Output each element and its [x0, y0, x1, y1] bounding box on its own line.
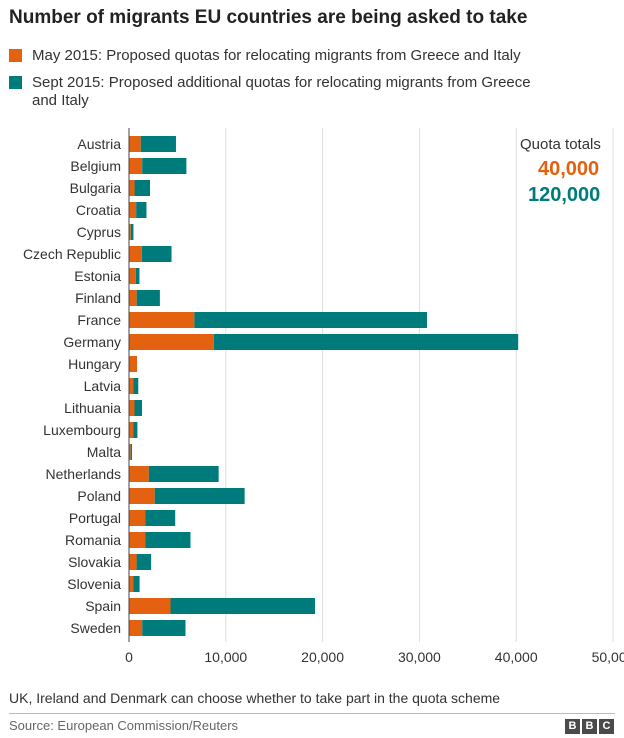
bar-sept-2015	[142, 620, 186, 636]
bar-sept-2015	[133, 576, 140, 592]
quota-total-may: 40,000	[538, 158, 600, 180]
bar-may-2015	[129, 224, 131, 240]
bar-sept-2015	[133, 422, 138, 438]
chart-title: Number of migrants EU countries are bein…	[9, 7, 528, 28]
bar-sept-2015	[134, 180, 151, 196]
bar-may-2015	[129, 576, 134, 592]
bar-may-2015	[129, 202, 137, 218]
category-label: Portugal	[69, 510, 121, 526]
bar-may-2015	[129, 158, 143, 174]
bar-sept-2015	[140, 136, 176, 152]
bar-sept-2015	[170, 598, 316, 614]
bar-sept-2015	[213, 334, 519, 350]
bar-sept-2015	[134, 400, 143, 416]
category-label: Finland	[75, 290, 121, 306]
bar-may-2015	[129, 488, 155, 504]
x-tick-label: 40,000	[495, 649, 538, 665]
x-tick-label: 10,000	[204, 649, 247, 665]
x-tick-label: 0	[125, 649, 133, 665]
bar-sept-2015	[142, 158, 187, 174]
category-label: Poland	[77, 488, 121, 504]
bbc-logo-letter: B	[565, 719, 580, 734]
quota-total-sept: 120,000	[528, 184, 601, 206]
bar-may-2015	[129, 554, 137, 570]
bar-may-2015	[129, 620, 143, 636]
x-tick-label: 50,000	[592, 649, 624, 665]
bar-may-2015	[129, 290, 137, 306]
category-label: Czech Republic	[23, 246, 121, 262]
bar-may-2015	[129, 180, 135, 196]
category-label: Slovakia	[68, 554, 121, 570]
category-label: France	[77, 312, 121, 328]
category-label: Spain	[85, 598, 121, 614]
category-label: Hungary	[68, 356, 121, 372]
legend-item-sept: Sept 2015: Proposed additional quotas fo…	[9, 74, 549, 110]
category-label: Belgium	[70, 158, 121, 174]
bar-may-2015	[129, 334, 214, 350]
quota-totals-label: Quota totals	[520, 136, 601, 153]
bar-sept-2015	[135, 268, 140, 284]
bar-may-2015	[129, 268, 136, 284]
category-label: Netherlands	[46, 466, 122, 482]
bbc-logo: B B C	[565, 719, 614, 734]
bar-may-2015	[129, 246, 142, 262]
category-label: Luxembourg	[43, 422, 121, 438]
legend-label-may: May 2015: Proposed quotas for relocating…	[32, 47, 521, 64]
legend-label-sept: Sept 2015: Proposed additional quotas fo…	[32, 74, 531, 109]
bbc-logo-letter: B	[582, 719, 597, 734]
category-label: Bulgaria	[70, 180, 122, 196]
bar-sept-2015	[136, 554, 152, 570]
bar-may-2015	[129, 312, 195, 328]
bar-sept-2015	[133, 378, 139, 394]
bar-sept-2015	[136, 202, 147, 218]
category-label: Austria	[77, 136, 121, 152]
bar-may-2015	[129, 510, 146, 526]
bar-may-2015	[129, 444, 131, 460]
bar-may-2015	[129, 466, 149, 482]
category-label: Lithuania	[64, 400, 121, 416]
bar-sept-2015	[145, 532, 191, 548]
bar-sept-2015	[136, 290, 160, 306]
footnote: UK, Ireland and Denmark can choose wheth…	[9, 690, 501, 706]
bar-sept-2015	[194, 312, 427, 328]
bar-may-2015	[129, 356, 138, 372]
bar-sept-2015	[130, 444, 132, 460]
category-label: Cyprus	[77, 224, 121, 240]
bar-may-2015	[129, 422, 134, 438]
category-label: Slovenia	[67, 576, 121, 592]
category-label: Romania	[65, 532, 121, 548]
source-text: Source: European Commission/Reuters	[9, 718, 239, 733]
bar-sept-2015	[148, 466, 219, 482]
bar-sept-2015	[130, 224, 134, 240]
category-label: Malta	[87, 444, 121, 460]
bar-sept-2015	[145, 510, 176, 526]
bar-chart: Austria Belgium Bulgaria Croatia Cyprus Czech…	[23, 128, 624, 665]
category-label: Sweden	[70, 620, 121, 636]
bar-may-2015	[129, 598, 171, 614]
bar-may-2015	[129, 400, 135, 416]
legend-swatch-sept	[9, 76, 22, 89]
bar-may-2015	[129, 532, 146, 548]
category-label: Estonia	[74, 268, 121, 284]
bar-sept-2015	[154, 488, 245, 504]
footer-divider	[9, 713, 615, 714]
x-tick-label: 30,000	[398, 649, 441, 665]
legend-swatch-may	[9, 49, 22, 62]
category-label: Germany	[63, 334, 121, 350]
category-label: Latvia	[84, 378, 122, 394]
bar-may-2015	[129, 378, 134, 394]
category-label: Croatia	[76, 202, 121, 218]
bar-may-2015	[129, 136, 141, 152]
bbc-logo-letter: C	[599, 719, 614, 734]
bar-sept-2015	[141, 246, 172, 262]
x-tick-label: 20,000	[301, 649, 344, 665]
legend-item-may: May 2015: Proposed quotas for relocating…	[9, 47, 521, 65]
